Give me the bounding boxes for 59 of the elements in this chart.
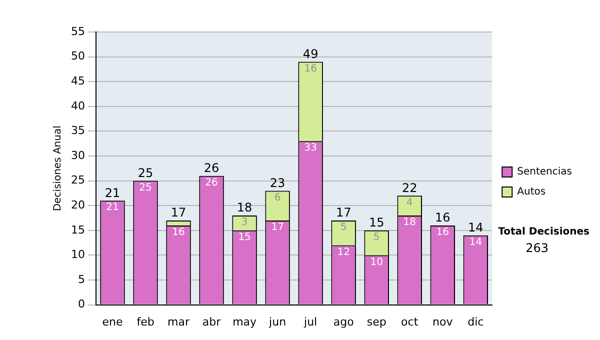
data-label: 16 bbox=[304, 63, 317, 74]
total-label: 26 bbox=[204, 160, 220, 175]
data-label: 25 bbox=[139, 182, 152, 194]
data-label: 3 bbox=[241, 217, 248, 228]
data-label: 12 bbox=[337, 246, 350, 258]
data-label: 15 bbox=[238, 232, 251, 243]
y-tick-label: 0 bbox=[78, 298, 85, 311]
x-tick-label: mar bbox=[168, 315, 190, 328]
data-label: 14 bbox=[469, 236, 482, 248]
text: Total Decisiones bbox=[498, 226, 590, 238]
x-tick-label: may bbox=[232, 315, 258, 328]
x-tick-label: sep bbox=[366, 315, 386, 328]
legend-label: Sentencias bbox=[517, 166, 572, 178]
total-label: 16 bbox=[434, 210, 450, 225]
total-label: 21 bbox=[104, 186, 120, 200]
data-label: 16 bbox=[436, 227, 449, 238]
y-tick-label: 55 bbox=[70, 24, 85, 38]
total-label: 17 bbox=[170, 206, 186, 220]
data-label: 21 bbox=[106, 202, 119, 214]
total-label: 22 bbox=[402, 180, 418, 195]
total-label: 25 bbox=[138, 166, 154, 180]
data-label: 5 bbox=[373, 232, 380, 243]
data-label: 18 bbox=[403, 217, 416, 228]
data-label: 16 bbox=[172, 227, 185, 238]
x-tick-label: oct bbox=[401, 315, 419, 328]
x-tick-label: jul bbox=[303, 315, 318, 328]
y-tick-label: 5 bbox=[78, 272, 85, 286]
x-tick-label: dic bbox=[468, 315, 484, 328]
y-tick-label: 25 bbox=[70, 174, 85, 187]
x-tick-label: nov bbox=[432, 315, 454, 328]
y-tick-label: 10 bbox=[70, 248, 85, 262]
total-label: 49 bbox=[302, 46, 318, 61]
y-tick-label: 45 bbox=[70, 74, 85, 88]
text: 263 bbox=[526, 241, 549, 256]
total-label: 15 bbox=[368, 216, 384, 230]
data-label: 4 bbox=[406, 197, 413, 208]
data-label: 10 bbox=[370, 256, 383, 268]
y-axis-title: Decisiones Anual bbox=[52, 126, 64, 212]
total-label: 17 bbox=[336, 206, 352, 220]
y-tick-label: 30 bbox=[70, 148, 85, 162]
y-tick-label: 40 bbox=[70, 99, 85, 112]
data-label: 26 bbox=[205, 177, 218, 188]
data-label: 33 bbox=[304, 142, 317, 154]
data-label: 6 bbox=[274, 192, 281, 204]
y-tick-label: 20 bbox=[70, 198, 85, 212]
y-tick-label: 35 bbox=[70, 124, 85, 138]
y-tick-label: 15 bbox=[70, 223, 85, 236]
x-tick-label: feb bbox=[136, 315, 154, 328]
y-tick-label: 50 bbox=[70, 50, 85, 63]
x-tick-label: ene bbox=[102, 315, 123, 328]
x-tick-label: abr bbox=[202, 315, 222, 328]
x-tick-label: jun bbox=[268, 315, 286, 328]
data-label: 17 bbox=[271, 222, 284, 234]
total-label: 14 bbox=[468, 220, 484, 234]
legend-label: Autos bbox=[517, 186, 546, 198]
total-label: 23 bbox=[270, 176, 286, 190]
data-label: 5 bbox=[340, 222, 347, 234]
total-label: 18 bbox=[236, 200, 252, 215]
x-tick-label: ago bbox=[333, 315, 354, 328]
